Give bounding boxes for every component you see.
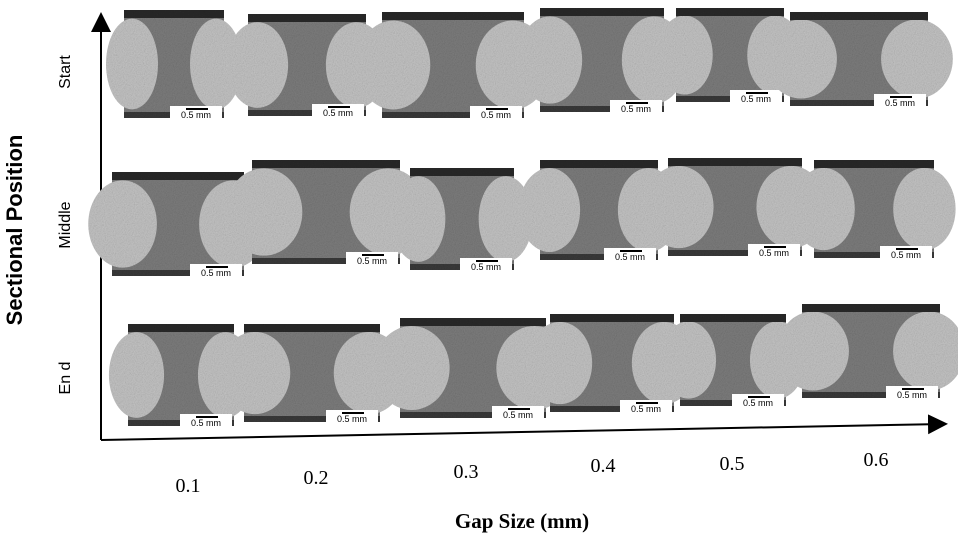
top-band [668,158,802,166]
micrograph: 0.5 mm [792,160,955,260]
base-metal-left [519,168,580,252]
row-label: Start [57,55,74,89]
scale-label: 0.5 mm [897,390,927,400]
top-band [550,314,674,322]
base-metal-left [777,312,849,391]
micrograph-image [106,10,242,118]
column-label: 0.1 [176,475,201,497]
scale-label: 0.5 mm [759,248,789,258]
scale-label: 0.5 mm [191,418,221,428]
top-band [410,168,514,176]
column-label: 0.4 [591,455,616,477]
top-band [112,172,244,180]
base-metal-left [220,332,291,414]
scale-label: 0.5 mm [741,94,771,104]
row-label: Middle [57,201,74,248]
base-metal-left [88,180,157,267]
base-metal-left [227,22,288,108]
base-metal-left [657,16,713,95]
micrograph: 0.5 mm [106,10,242,120]
micrograph: 0.5 mm [777,304,958,400]
top-band [540,160,658,168]
scale-label: 0.5 mm [471,262,501,272]
base-metal-left [225,168,302,255]
base-metal-left [644,166,714,248]
scale-label: 0.5 mm [891,250,921,260]
top-band [382,12,524,20]
top-band [790,12,928,20]
scale-label: 0.5 mm [743,398,773,408]
scale-label: 0.5 mm [323,108,353,118]
scale-label: 0.5 mm [481,110,511,120]
base-metal-right [893,168,955,250]
scale-label: 0.5 mm [357,256,387,266]
base-metal-right [881,20,953,99]
base-metal-left [356,20,430,109]
top-band [676,8,784,16]
top-band [680,314,786,322]
micrograph: 0.5 mm [765,12,953,108]
top-band [248,14,366,22]
scale-label: 0.5 mm [337,414,367,424]
scale-label: 0.5 mm [621,104,651,114]
top-band [802,304,940,312]
scale-label: 0.5 mm [885,98,915,108]
column-label: 0.6 [864,449,889,471]
top-band [540,8,664,16]
scale-label: 0.5 mm [503,410,533,420]
scale-label: 0.5 mm [615,252,645,262]
base-metal-left [528,322,592,404]
base-metal-left [518,16,582,103]
row-label: En d [57,362,74,395]
top-band [400,318,546,326]
base-metal-left [374,326,450,410]
top-band [252,160,400,168]
x-axis-label: Gap Size (mm) [455,509,589,533]
micrograph-image [777,304,958,398]
scale-label: 0.5 mm [201,268,231,278]
scale-label: 0.5 mm [631,404,661,414]
top-band [124,10,224,18]
top-band [244,324,380,332]
micrograph-image [765,12,953,106]
base-metal-left [109,332,164,418]
micrograph-image [792,160,955,258]
micrograph: 0.5 mm [391,168,532,272]
figure: Sectional Position Gap Size (mm) 0.5 mm0… [0,0,958,538]
panels: 0.5 mm 0.5 mm 0.5 mm 0.5 mm 0.5 mm 0.5 mm 0.5 … [88,8,958,428]
y-axis-label: Sectional Position [2,135,27,326]
base-metal-left [765,20,837,99]
top-band [814,160,934,168]
column-label: 0.3 [454,461,479,483]
column-label: 0.5 [720,453,745,475]
base-metal-left [661,321,716,398]
top-band [128,324,234,332]
micrograph-image [391,168,532,270]
column-label: 0.2 [304,467,329,489]
base-metal-left [792,168,854,250]
base-metal-left [106,19,158,110]
base-metal-left [391,176,445,262]
scale-label: 0.5 mm [181,110,211,120]
